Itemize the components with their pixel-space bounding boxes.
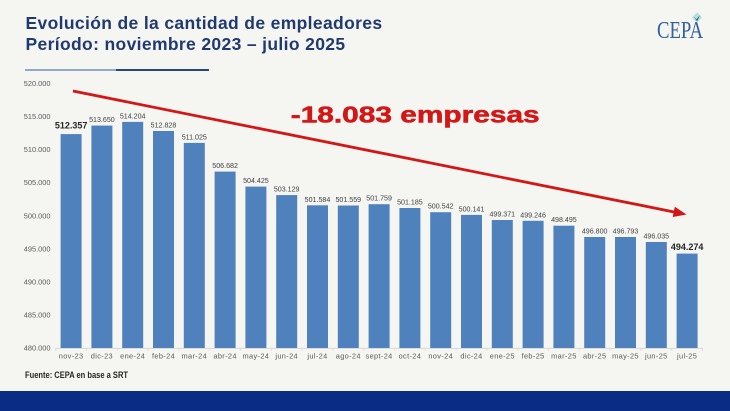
svg-text:485.000: 485.000 (24, 310, 51, 319)
svg-text:505.000: 505.000 (24, 178, 51, 187)
svg-text:abr-24: abr-24 (213, 351, 236, 360)
svg-text:495.000: 495.000 (24, 244, 51, 253)
svg-text:510.000: 510.000 (24, 145, 51, 154)
svg-text:feb-24: feb-24 (152, 351, 175, 360)
svg-text:oct-24: oct-24 (399, 351, 422, 360)
svg-text:498.495: 498.495 (551, 216, 577, 224)
svg-text:512.357: 512.357 (55, 121, 88, 131)
svg-text:ene-24: ene-24 (120, 351, 145, 360)
svg-text:500.141: 500.141 (459, 205, 485, 213)
svg-text:490.000: 490.000 (24, 277, 51, 286)
svg-text:abr-25: abr-25 (583, 351, 606, 360)
svg-text:mar-24: mar-24 (182, 351, 208, 360)
svg-text:503.129: 503.129 (274, 186, 300, 194)
svg-text:-18.083 empresas: -18.083 empresas (291, 102, 540, 128)
svg-text:514.204: 514.204 (120, 112, 146, 120)
svg-text:512.828: 512.828 (151, 122, 177, 130)
svg-text:may-24: may-24 (243, 351, 270, 360)
svg-text:496.800: 496.800 (582, 228, 608, 236)
svg-text:499.371: 499.371 (489, 211, 515, 219)
svg-text:480.000: 480.000 (24, 344, 51, 353)
svg-text:499.246: 499.246 (520, 211, 546, 219)
svg-text:jun-25: jun-25 (644, 351, 668, 360)
svg-text:ago-24: ago-24 (336, 351, 361, 360)
svg-text:513.650: 513.650 (89, 116, 115, 124)
svg-text:500.542: 500.542 (428, 203, 454, 211)
svg-text:jul-24: jul-24 (306, 351, 327, 360)
svg-text:515.000: 515.000 (24, 112, 51, 121)
svg-text:496.793: 496.793 (613, 228, 639, 236)
svg-text:ene-25: ene-25 (490, 351, 515, 360)
svg-text:504.425: 504.425 (243, 177, 269, 185)
svg-text:dic-23: dic-23 (91, 351, 113, 360)
svg-text:dic-24: dic-24 (460, 351, 482, 360)
svg-text:sept-24: sept-24 (366, 351, 393, 360)
svg-text:511.025: 511.025 (182, 133, 207, 141)
svg-text:506.682: 506.682 (212, 162, 238, 170)
svg-text:501.759: 501.759 (366, 195, 392, 203)
svg-text:520.000: 520.000 (24, 79, 51, 88)
svg-text:may-25: may-25 (612, 351, 639, 360)
svg-text:501.559: 501.559 (335, 196, 361, 204)
svg-text:494.274: 494.274 (671, 242, 704, 252)
svg-text:feb-25: feb-25 (522, 351, 545, 360)
svg-text:mar-25: mar-25 (551, 351, 577, 360)
svg-text:500.000: 500.000 (24, 211, 51, 220)
svg-text:jun-24: jun-24 (274, 351, 298, 360)
svg-text:496.035: 496.035 (643, 233, 669, 241)
svg-text:jul-25: jul-25 (676, 351, 697, 360)
svg-text:501.584: 501.584 (305, 196, 331, 204)
svg-text:nov-24: nov-24 (428, 351, 453, 360)
svg-text:501.185: 501.185 (397, 199, 423, 207)
svg-text:nov-23: nov-23 (59, 351, 84, 360)
